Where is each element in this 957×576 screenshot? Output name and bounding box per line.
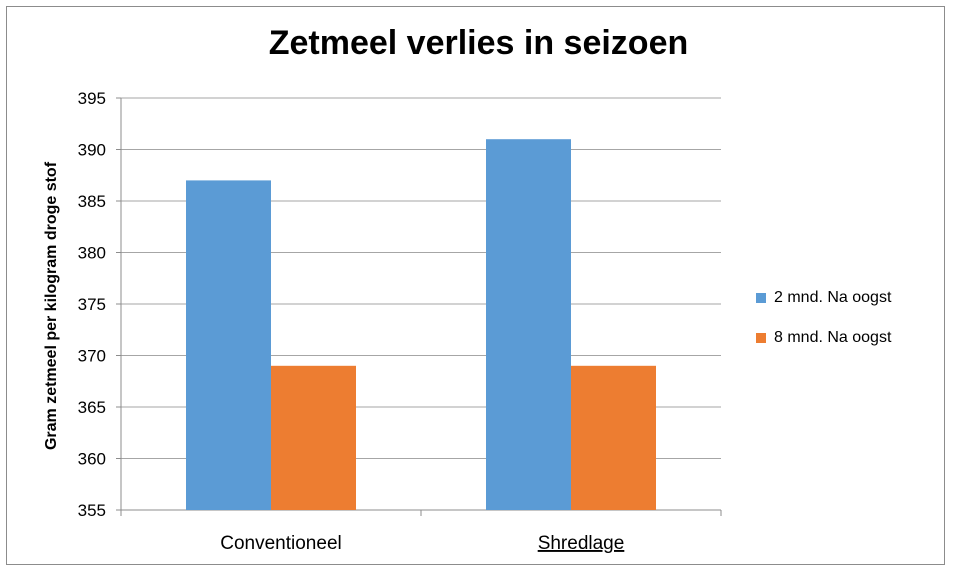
y-tick-label: 360 <box>78 450 106 469</box>
y-tick-label: 375 <box>78 295 106 314</box>
y-tick-label: 365 <box>78 398 106 417</box>
y-tick-label: 385 <box>78 192 106 211</box>
bar-2-mnd-shredlage <box>486 139 571 510</box>
bar-8-mnd-conventioneel <box>271 365 356 510</box>
y-tick-label: 370 <box>78 347 106 366</box>
y-tick-label: 395 <box>78 89 106 108</box>
chart-title: Zetmeel verlies in seizoen <box>268 24 689 62</box>
bar-8-mnd-shredlage <box>571 365 656 510</box>
legend-label: 2 mnd. Na oogst <box>774 289 892 306</box>
bar-2-mnd-conventioneel <box>186 180 271 510</box>
legend-item-2-mnd: 2 mnd. Na oogst <box>756 289 891 307</box>
y-tick-label: 380 <box>78 244 106 263</box>
legend-item-8-mnd: 8 mnd. Na oogst <box>756 329 891 347</box>
x-tick-label: Shredlage <box>538 533 625 554</box>
legend-swatch <box>756 333 766 343</box>
x-tick-label: Conventioneel <box>220 533 341 554</box>
y-tick-label: 355 <box>78 501 106 520</box>
y-tick-label: 390 <box>78 141 106 160</box>
legend-label: 8 mnd. Na oogst <box>774 329 892 346</box>
legend-swatch <box>756 293 766 303</box>
chart-frame <box>6 6 945 565</box>
